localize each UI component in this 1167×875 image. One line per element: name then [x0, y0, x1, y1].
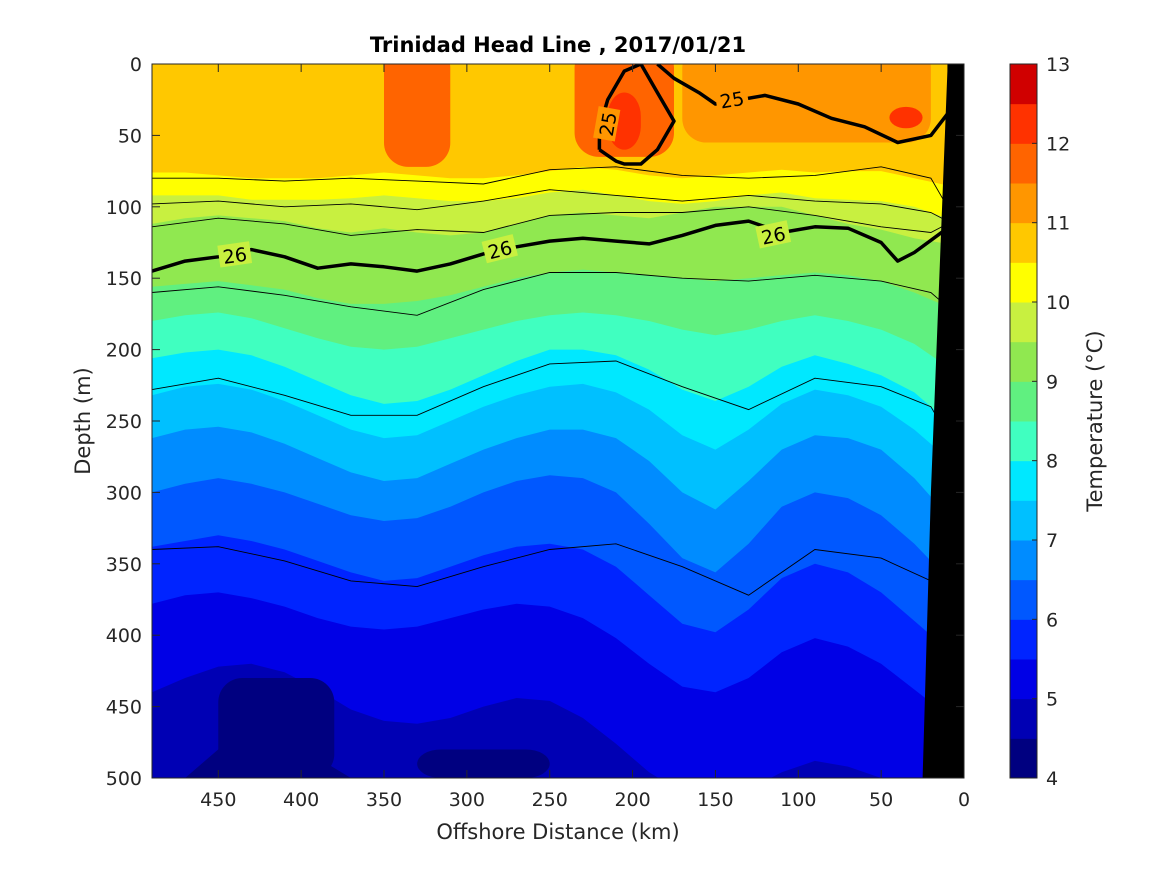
colorbar-swatch	[1010, 64, 1037, 105]
y-tick-label: 0	[130, 54, 142, 76]
colorbar-tick-label: 4	[1046, 768, 1058, 790]
density-contour-2	[152, 219, 949, 273]
y-tick-label: 250	[106, 411, 142, 433]
y-tick-label: 450	[106, 697, 142, 719]
temperature-core-6	[417, 749, 550, 778]
temperature-core-5	[218, 678, 335, 778]
density-contour-0	[597, 64, 676, 166]
colorbar-swatch	[1010, 460, 1037, 501]
temperature-core-0	[384, 64, 451, 167]
x-tick-label: 350	[366, 789, 402, 811]
thin-contour-2	[152, 206, 948, 236]
bathymetry-mask	[922, 64, 964, 778]
colorbar-swatch	[1010, 738, 1037, 779]
thin-contour-5	[152, 543, 948, 610]
temperature-fill-layer	[152, 64, 964, 778]
x-tick-label: 50	[869, 789, 893, 811]
contour-label-bg	[714, 85, 750, 113]
colorbar-tick-label: 7	[1046, 530, 1058, 552]
x-tick-label: 300	[449, 789, 485, 811]
colorbar-tick-label: 5	[1046, 689, 1058, 711]
temperature-core-4	[889, 106, 923, 129]
y-tick-label: 200	[106, 340, 142, 362]
colorbar-swatch	[1010, 500, 1037, 541]
x-tick-label: 250	[532, 789, 568, 811]
x-tick-label: 400	[283, 789, 319, 811]
temperature-core-2	[682, 64, 931, 143]
x-axis-label: Offshore Distance (km)	[436, 820, 679, 844]
colorbar-swatch	[1010, 698, 1037, 739]
contour-label: 25	[596, 110, 622, 138]
x-axis-ticks: 450 400 350 300 250 200 150 100 50 0	[200, 64, 970, 811]
y-axis-label: Depth (m)	[71, 367, 95, 474]
y-tick-label: 50	[118, 125, 142, 147]
contour-label-bg	[593, 106, 621, 142]
chart-title: Trinidad Head Line , 2017/01/21	[370, 33, 746, 57]
contour-label: 26	[221, 244, 248, 269]
colorbar-swatch	[1010, 659, 1037, 700]
colorbar-tick-label: 10	[1046, 292, 1070, 314]
x-tick-label: 0	[958, 789, 970, 811]
colorbar-tick-label: 8	[1046, 451, 1058, 473]
colorbar-swatch	[1010, 579, 1037, 620]
colorbar-swatch	[1010, 381, 1037, 422]
y-tick-label: 150	[106, 268, 142, 290]
colorbar-swatch	[1010, 341, 1037, 382]
thin-contour-4	[152, 360, 948, 436]
y-tick-label: 350	[106, 554, 142, 576]
colorbar-frame	[1009, 63, 1038, 779]
colorbar-label: Temperature (°C)	[1083, 330, 1107, 512]
colorbar-ticks: 4 5 6 7 8 9 10 11 12 13	[1032, 54, 1070, 790]
x-tick-label: 200	[614, 789, 650, 811]
x-tick-label: 100	[780, 789, 816, 811]
colorbar-swatch	[1010, 421, 1037, 462]
contour-label: 25	[718, 88, 746, 114]
x-tick-label: 150	[697, 789, 733, 811]
contour-label-bg	[217, 241, 253, 268]
colorbar-swatch	[1010, 143, 1037, 184]
colorbar-swatch	[1010, 540, 1037, 581]
colorbar-swatch	[1010, 619, 1037, 660]
y-tick-label: 300	[106, 482, 142, 504]
thin-contour-layer	[152, 166, 948, 610]
colorbar-swatch	[1010, 262, 1037, 303]
contour-label-bg	[481, 234, 518, 264]
y-axis-ticks: 0 50 100 150 200 250 300 350 400 450 500	[106, 54, 964, 790]
x-tick-label: 450	[200, 789, 236, 811]
thin-contour-3	[152, 272, 948, 316]
colorbar	[1010, 64, 1037, 779]
colorbar-tick-label: 12	[1046, 133, 1070, 155]
colorbar-swatch	[1010, 302, 1037, 343]
colorbar-tick-label: 6	[1046, 609, 1058, 631]
colorbar-swatch	[1010, 222, 1037, 263]
y-tick-label: 500	[106, 768, 142, 790]
temperature-core-3	[607, 92, 641, 150]
colorbar-swatch	[1010, 183, 1037, 224]
density-contour-1	[656, 64, 949, 145]
contour-label-bg	[755, 220, 792, 249]
colorbar-swatch	[1010, 103, 1037, 144]
thin-contour-1	[152, 189, 948, 222]
colorbar-tick-label: 11	[1046, 213, 1070, 235]
colorbar-tick-label: 13	[1046, 54, 1070, 76]
thin-contour-0	[152, 166, 948, 208]
y-tick-label: 100	[106, 197, 142, 219]
colorbar-tick-label: 9	[1046, 371, 1058, 393]
y-tick-label: 400	[106, 625, 142, 647]
contour-label: 26	[760, 223, 788, 250]
